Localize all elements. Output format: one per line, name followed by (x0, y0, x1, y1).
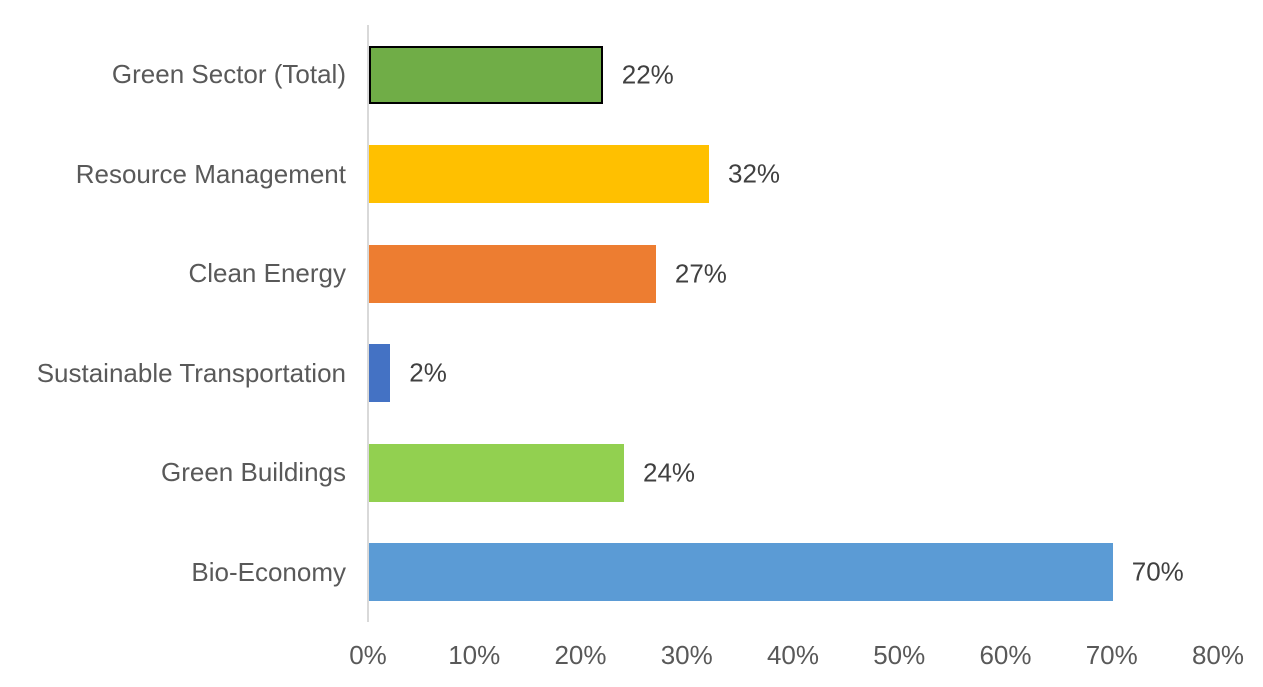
category-label: Sustainable Transportation (36, 357, 346, 388)
category-label: Green Sector (Total) (111, 59, 346, 90)
x-axis-tick-labels: 0% 10% 20% 30% 40% 50% 60% 70% 80% (349, 640, 1244, 676)
bar-track: 70% (369, 543, 1219, 602)
category-label: Resource Management (75, 158, 346, 189)
x-tick-label: 20% (554, 640, 607, 670)
x-tick-label: 0% (349, 640, 387, 670)
bar-track: 2% (369, 344, 1219, 403)
bar-track: 27% (369, 244, 1219, 303)
y-axis-line (367, 25, 369, 622)
x-tick-label: 10% (448, 640, 501, 670)
value-label: 70% (1131, 556, 1184, 587)
x-tick-label: 40% (766, 640, 820, 670)
x-tick-label: 70% (1085, 640, 1138, 670)
bar-row: Bio-Economy 70% (0, 523, 1263, 623)
bar-track: 24% (369, 443, 1219, 502)
bar (369, 443, 624, 502)
x-tick-label: 30% (660, 640, 713, 670)
bar-track: 32% (369, 145, 1219, 204)
bar (369, 543, 1113, 602)
bar (369, 344, 391, 403)
x-tick-label: 50% (873, 640, 926, 670)
value-label: 27% (674, 258, 727, 289)
category-label: Clean Energy (188, 258, 346, 289)
bar-row: Green Buildings 24% (0, 423, 1263, 523)
bar-track: 22% (369, 45, 1219, 104)
category-label: Bio-Economy (191, 556, 346, 587)
bar-row: Resource Management 32% (0, 125, 1263, 225)
x-tick-label: 80% (1191, 640, 1245, 670)
value-label: 32% (728, 158, 781, 189)
bar-row: Sustainable Transportation 2% (0, 324, 1263, 424)
bar (369, 145, 709, 204)
value-label: 2% (409, 357, 447, 388)
value-label: 22% (621, 59, 674, 90)
bar (369, 244, 656, 303)
x-tick-label: 60% (979, 640, 1032, 670)
bar-row: Clean Energy 27% (0, 224, 1263, 324)
bar-row: Green Sector (Total) 22% (0, 25, 1263, 125)
bar-rows: Green Sector (Total) 22% Resource Manageme… (0, 25, 1263, 622)
value-label: 24% (643, 457, 696, 488)
bar (369, 45, 603, 104)
category-label: Green Buildings (161, 457, 346, 488)
